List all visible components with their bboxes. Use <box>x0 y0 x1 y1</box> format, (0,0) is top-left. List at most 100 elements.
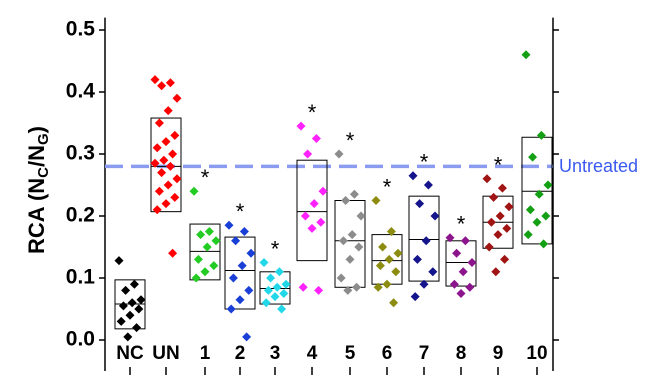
data-point <box>314 285 324 295</box>
data-point <box>373 282 383 292</box>
data-point <box>259 258 269 267</box>
data-point <box>536 130 546 140</box>
data-point <box>266 273 276 283</box>
data-point <box>211 236 221 246</box>
data-point <box>270 292 280 302</box>
x-tick-label: 6 <box>382 343 393 364</box>
box <box>521 136 553 245</box>
y-tick-label: 0.1 <box>66 266 96 289</box>
data-point <box>349 189 359 199</box>
significance-marker: * <box>236 199 245 224</box>
data-point <box>272 282 282 292</box>
x-tick-label: UN <box>152 343 179 364</box>
data-point <box>134 304 144 314</box>
data-point <box>163 106 173 116</box>
ylabel-part: G <box>35 133 52 145</box>
data-point <box>486 217 496 227</box>
data-point <box>493 230 503 240</box>
data-point <box>191 273 201 283</box>
data-point <box>118 301 128 311</box>
data-point <box>430 211 440 221</box>
data-point <box>161 137 171 147</box>
significance-marker: * <box>346 128 355 153</box>
data-point <box>491 267 501 277</box>
data-point <box>497 183 507 193</box>
ylabel-part: /N <box>24 145 49 167</box>
data-point <box>154 118 164 128</box>
data-point <box>279 289 289 298</box>
x-tick-label: 2 <box>235 343 246 364</box>
data-point <box>168 149 178 159</box>
data-point <box>338 236 348 246</box>
data-point <box>244 285 254 295</box>
data-point <box>467 258 477 267</box>
data-point <box>393 248 403 258</box>
data-point <box>170 130 180 140</box>
data-point <box>168 248 178 258</box>
data-point <box>428 267 438 277</box>
box <box>189 223 221 281</box>
data-point <box>189 186 199 196</box>
data-point <box>311 134 321 143</box>
data-point <box>343 285 353 295</box>
data-point <box>163 180 173 190</box>
data-point <box>157 81 167 91</box>
data-point <box>193 254 203 264</box>
data-point <box>202 242 212 252</box>
data-point <box>296 121 306 131</box>
y-tick-label: 0.4 <box>66 80 96 103</box>
box <box>150 117 182 213</box>
data-point <box>123 332 133 342</box>
data-point <box>375 261 385 271</box>
x-tick-label: 1 <box>200 343 211 364</box>
data-point <box>165 78 175 88</box>
x-tick-label: 7 <box>419 343 430 364</box>
data-point <box>114 256 124 266</box>
data-point <box>263 285 273 295</box>
data-point <box>200 267 210 277</box>
data-point <box>204 227 214 236</box>
data-point <box>421 236 431 246</box>
data-point <box>231 236 241 246</box>
data-point <box>242 332 252 342</box>
data-point <box>356 211 366 221</box>
x-tick-label: 4 <box>307 343 318 364</box>
data-point <box>460 236 470 246</box>
data-point <box>281 279 291 289</box>
data-point <box>261 298 271 308</box>
y-tick-label: 0.2 <box>66 204 95 227</box>
x-tick-label: 8 <box>456 343 467 364</box>
data-point <box>345 254 355 264</box>
significance-marker: * <box>383 174 392 199</box>
data-point <box>382 279 392 289</box>
data-point <box>209 261 219 271</box>
data-point <box>465 282 475 292</box>
data-point <box>132 323 142 333</box>
x-tick-label: 3 <box>270 343 281 364</box>
data-point <box>274 267 284 277</box>
data-point <box>224 220 234 230</box>
data-point <box>159 155 169 165</box>
data-point <box>495 211 505 221</box>
ylabel-part: RCA (N <box>24 178 49 254</box>
significance-marker: * <box>494 153 503 178</box>
ylabel-part: C <box>35 167 52 178</box>
data-point <box>452 248 462 258</box>
data-point <box>354 242 364 252</box>
data-point <box>161 199 171 209</box>
x-tick-label: NC <box>116 343 144 364</box>
data-point <box>389 298 399 308</box>
data-point <box>239 227 249 236</box>
data-point <box>165 161 175 171</box>
data-point <box>298 282 308 292</box>
data-point <box>300 211 310 221</box>
data-point <box>316 217 326 227</box>
data-point <box>309 199 319 209</box>
data-point <box>408 171 418 181</box>
data-point <box>172 174 182 184</box>
data-point <box>136 295 146 305</box>
data-point <box>528 152 538 162</box>
data-point <box>318 186 328 196</box>
data-point <box>277 304 287 314</box>
data-point <box>116 316 126 326</box>
